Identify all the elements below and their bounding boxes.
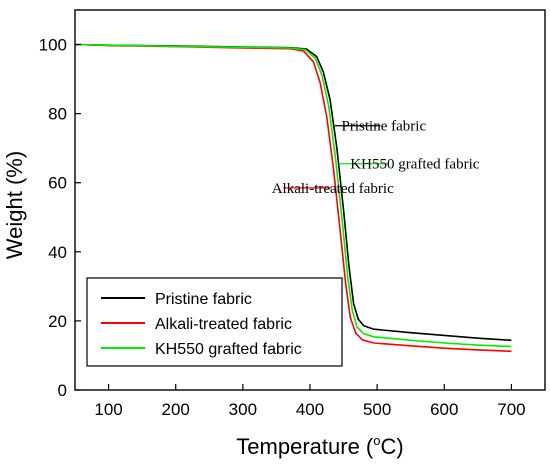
y-tick-label: 80 bbox=[48, 105, 67, 124]
legend-label-1: Pristine fabric bbox=[155, 291, 252, 308]
axes: 100 200 300 400 500 600 700 0 20 40 60 80 100 bbox=[39, 9, 546, 419]
x-tick-label: 700 bbox=[497, 400, 525, 419]
y-tick-label: 0 bbox=[58, 381, 67, 400]
y-tick-label: 40 bbox=[48, 243, 67, 262]
y-tick-label: 100 bbox=[39, 36, 67, 55]
y-axis-label: Weight (%) bbox=[2, 151, 27, 259]
legend-label-3: KH550 grafted fabric bbox=[155, 341, 302, 358]
y-tick-label: 60 bbox=[48, 174, 67, 193]
legend: Pristine fabric Alkali-treated fabric KH55… bbox=[86, 277, 343, 367]
x-tick-label: 300 bbox=[229, 400, 257, 419]
x-axis-label: Temperature (oC) bbox=[236, 433, 403, 459]
legend-label-2: Alkali-treated fabric bbox=[155, 316, 292, 333]
x-tick-label: 500 bbox=[363, 400, 391, 419]
x-tick-label: 600 bbox=[430, 400, 458, 419]
annotation-label-3: Alkali-treated fabric bbox=[272, 181, 394, 197]
x-tick-label: 200 bbox=[162, 400, 190, 419]
annotation-label-2: KH550 grafted fabric bbox=[350, 157, 479, 173]
series-line-3 bbox=[74, 43, 512, 348]
plot-area bbox=[74, 43, 512, 353]
x-tick-label: 100 bbox=[94, 400, 122, 419]
y-tick-label: 20 bbox=[48, 312, 67, 331]
annotations: Pristine fabric KH550 grafted fabric Alkal… bbox=[272, 119, 480, 197]
x-tick-label: 400 bbox=[296, 400, 324, 419]
annotation-label-1: Pristine fabric bbox=[342, 119, 427, 135]
